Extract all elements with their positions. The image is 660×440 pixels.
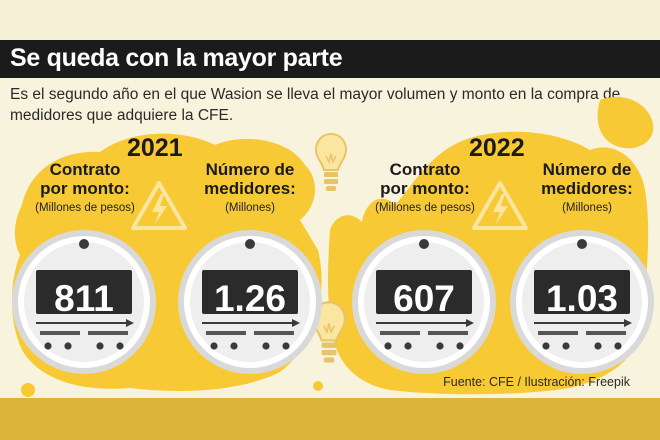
source-credit: Fuente: CFE / Ilustración: Freepik (443, 375, 630, 389)
page-title: Se queda con la mayor parte (10, 44, 343, 72)
electric-meter-count-2022: 1.03 (508, 228, 656, 376)
meters-unit-2021: (Millones) (225, 202, 275, 214)
electric-meter-icon (178, 230, 322, 374)
electric-meter-icon (352, 230, 496, 374)
contract-unit-2021: (Millones de pesos) (35, 202, 135, 214)
electric-meter-count-2021: 1.26 (176, 228, 324, 376)
meters-unit-2022: (Millones) (562, 202, 612, 214)
year-2021: 2021 (127, 134, 183, 162)
meters-value-2022: 1.03 (545, 278, 618, 319)
subtitle: Es el segundo año en el que Wasion se ll… (10, 86, 621, 124)
light-bulb-icon (314, 132, 348, 191)
contract-label-2021: Contrato por monto: (40, 160, 130, 198)
footer-band (0, 398, 660, 440)
contract-label-2022: Contrato por monto: (380, 160, 470, 198)
contract-value-2022: 607 (393, 278, 455, 319)
top-strip (0, 0, 660, 40)
warning-electric-icon (472, 181, 528, 230)
warning-electric-icon (131, 181, 187, 230)
title-bar: Se queda con la mayor parte (0, 40, 660, 78)
electric-meter-contract-2021: 811 (10, 228, 158, 376)
year-2022: 2022 (469, 134, 525, 162)
meters-label-2021: Número de medidores: (204, 160, 296, 198)
meters-label-2022: Número de medidores: (541, 160, 633, 198)
contract-value-2021: 811 (54, 278, 114, 319)
contract-unit-2022: (Millones de pesos) (375, 202, 475, 214)
electric-meter-contract-2022: 607 (350, 228, 498, 376)
meters-value-2021: 1.26 (213, 278, 286, 319)
electric-meter-icon (510, 230, 654, 374)
electric-meter-icon (12, 230, 156, 374)
